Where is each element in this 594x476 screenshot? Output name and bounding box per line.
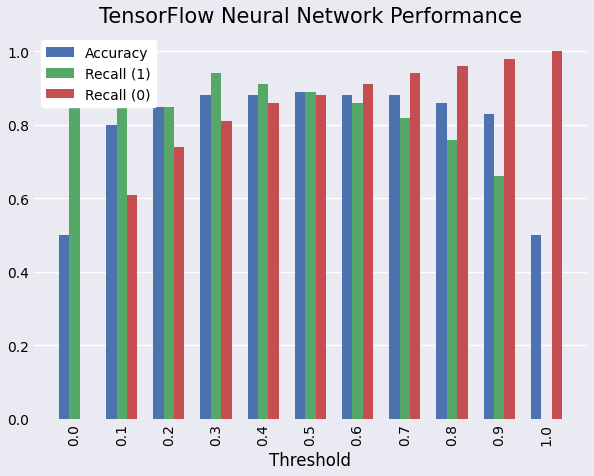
Bar [106,126,116,419]
Bar [447,140,457,419]
Bar [221,122,232,419]
Bar [484,115,494,419]
Bar [153,107,164,419]
Bar [342,96,352,419]
Bar [164,107,174,419]
Bar [363,85,373,419]
Bar [211,74,221,419]
Bar [305,93,315,419]
Bar [457,67,467,419]
Bar [352,104,363,419]
Title: TensorFlow Neural Network Performance: TensorFlow Neural Network Performance [99,7,522,27]
Bar [315,96,326,419]
Bar [201,96,211,419]
Bar [504,60,515,419]
Bar [437,104,447,419]
Bar [410,74,421,419]
Bar [248,96,258,419]
Bar [400,118,410,419]
Bar [127,195,137,419]
Bar [494,177,504,419]
Bar [551,52,562,419]
Bar [116,104,127,419]
Bar [258,85,268,419]
Bar [389,96,400,419]
Bar [59,236,69,419]
Bar [69,104,80,419]
Bar [531,236,541,419]
X-axis label: Threshold: Threshold [270,451,352,469]
Bar [174,148,185,419]
Bar [268,104,279,419]
Legend: Accuracy, Recall (1), Recall (0): Accuracy, Recall (1), Recall (0) [41,41,156,108]
Bar [295,93,305,419]
